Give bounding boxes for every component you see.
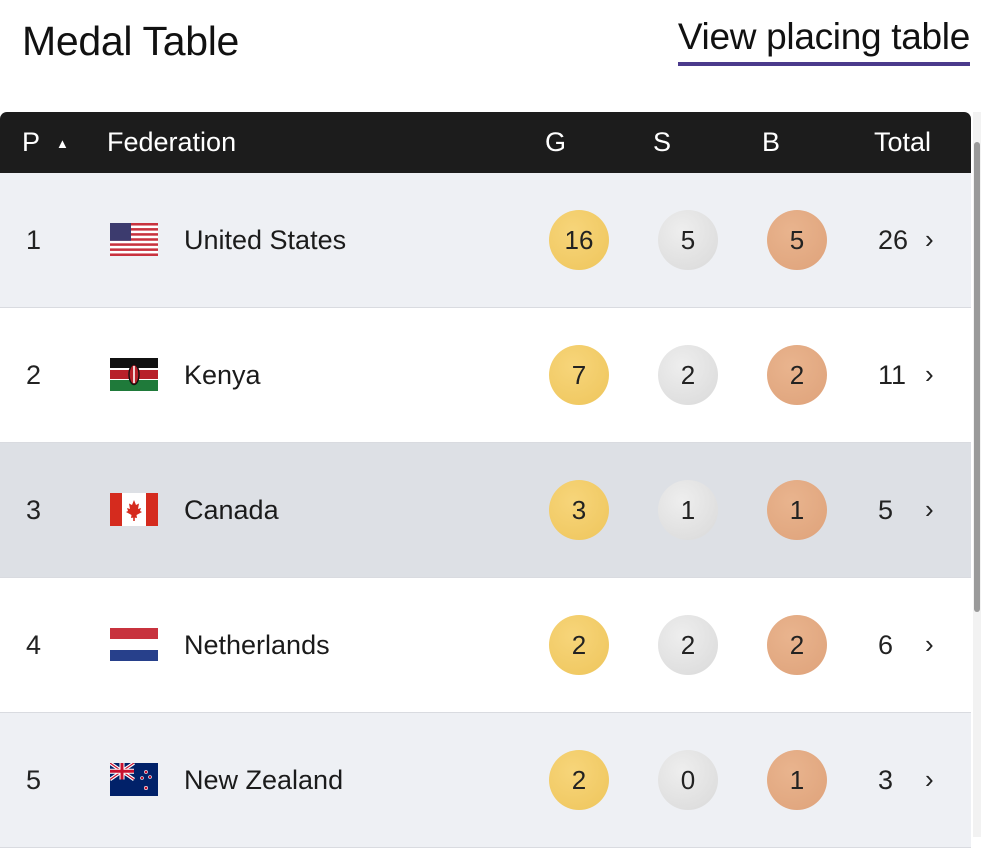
gold-medal-count: 2 bbox=[549, 750, 609, 810]
bronze-medal-count: 2 bbox=[767, 615, 827, 675]
gold-medal-count: 16 bbox=[549, 210, 609, 270]
column-header-silver: S bbox=[653, 127, 672, 157]
federation-name: New Zealand bbox=[184, 765, 344, 795]
total-count: 5 bbox=[878, 495, 894, 525]
vertical-scrollbar[interactable] bbox=[973, 112, 981, 837]
canada-flag-icon bbox=[110, 493, 158, 526]
gold-medal-count: 2 bbox=[549, 615, 609, 675]
position-cell: 3 bbox=[26, 495, 42, 525]
new-zealand-flag-icon bbox=[110, 763, 158, 796]
total-count: 26 bbox=[878, 225, 909, 255]
federation-name: United States bbox=[184, 225, 347, 255]
total-count: 11 bbox=[878, 360, 907, 390]
column-header-position[interactable]: P bbox=[22, 127, 41, 157]
medal-table: P ▲ Federation G S B Total 1 United Stat… bbox=[0, 112, 971, 848]
table-header: P ▲ Federation G S B Total bbox=[0, 112, 971, 173]
kenya-flag-icon bbox=[110, 358, 158, 391]
position-cell: 2 bbox=[26, 360, 42, 390]
chevron-right-icon[interactable]: › bbox=[925, 224, 934, 254]
chevron-right-icon[interactable]: › bbox=[925, 359, 934, 389]
column-header-federation: Federation bbox=[107, 127, 237, 157]
netherlands-flag-icon bbox=[110, 628, 158, 661]
us-flag-icon bbox=[110, 223, 158, 256]
federation-name: Kenya bbox=[184, 360, 261, 390]
table-row[interactable]: 1 United States 16 5 5 26 › bbox=[0, 173, 971, 308]
federation-name: Netherlands bbox=[184, 630, 330, 660]
bronze-medal-count: 2 bbox=[767, 345, 827, 405]
table-row[interactable]: 4 Netherlands 2 2 2 6 › bbox=[0, 578, 971, 713]
scrollbar-thumb[interactable] bbox=[974, 142, 980, 612]
column-header-bronze: B bbox=[762, 127, 781, 157]
silver-medal-count: 0 bbox=[658, 750, 718, 810]
column-header-gold: G bbox=[545, 127, 567, 157]
bronze-medal-count: 1 bbox=[767, 750, 827, 810]
total-count: 3 bbox=[878, 765, 894, 795]
total-count: 6 bbox=[878, 630, 894, 660]
page-title: Medal Table bbox=[22, 18, 240, 64]
gold-medal-count: 7 bbox=[549, 345, 609, 405]
bronze-medal-count: 5 bbox=[767, 210, 827, 270]
column-header-total: Total bbox=[874, 127, 932, 157]
table-row[interactable]: 5 New Zealand 2 0 1 3 › bbox=[0, 713, 971, 848]
silver-medal-count: 2 bbox=[658, 615, 718, 675]
table-row[interactable]: 2 Kenya 7 2 2 11 › bbox=[0, 308, 971, 443]
silver-medal-count: 5 bbox=[658, 210, 718, 270]
position-cell: 1 bbox=[26, 225, 42, 255]
chevron-right-icon[interactable]: › bbox=[925, 629, 934, 659]
chevron-right-icon[interactable]: › bbox=[925, 764, 934, 794]
position-cell: 5 bbox=[26, 765, 42, 795]
table-row[interactable]: 3 Canada 3 1 1 5 › bbox=[0, 443, 971, 578]
silver-medal-count: 1 bbox=[658, 480, 718, 540]
sort-ascending-icon[interactable]: ▲ bbox=[56, 136, 69, 151]
silver-medal-count: 2 bbox=[658, 345, 718, 405]
position-cell: 4 bbox=[26, 630, 42, 660]
view-placing-table-link[interactable]: View placing table bbox=[677, 16, 970, 66]
gold-medal-count: 3 bbox=[549, 480, 609, 540]
bronze-medal-count: 1 bbox=[767, 480, 827, 540]
federation-name: Canada bbox=[184, 495, 279, 525]
chevron-right-icon[interactable]: › bbox=[925, 494, 934, 524]
